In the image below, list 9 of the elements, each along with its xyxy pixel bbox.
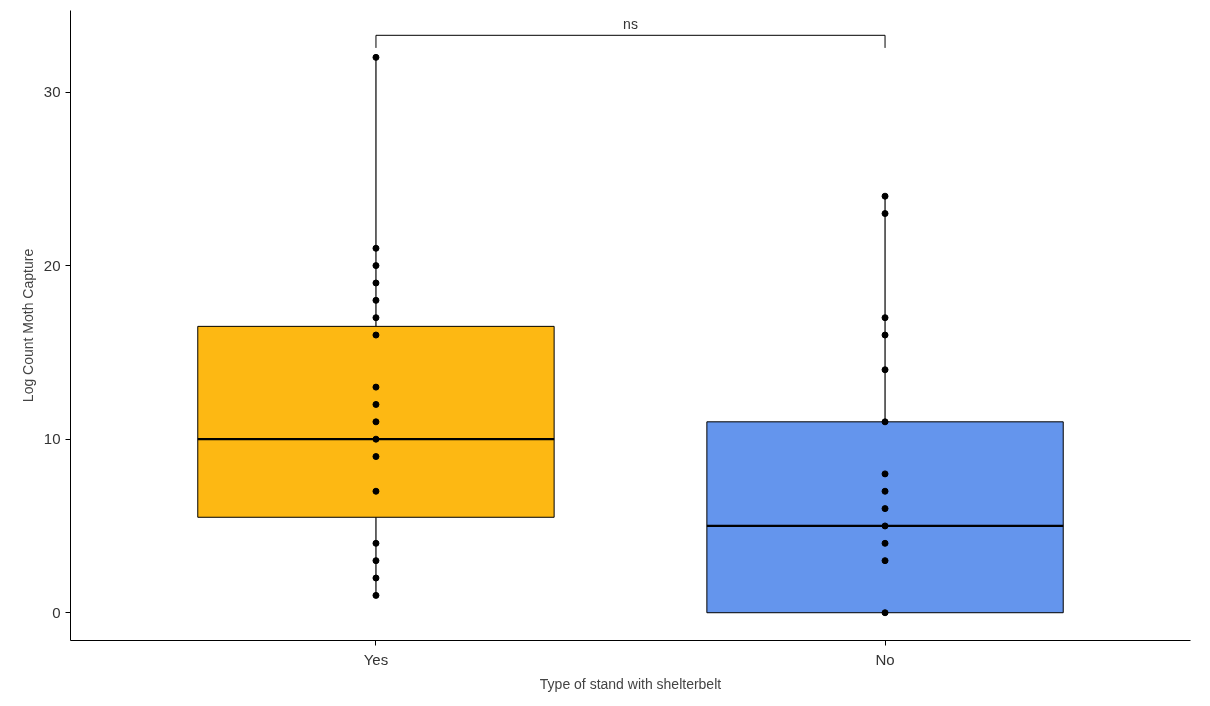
y-axis-title: Log Count Moth Capture bbox=[19, 248, 36, 403]
y-tick-label: 0 bbox=[52, 603, 61, 621]
annotation: ns bbox=[623, 16, 638, 33]
y-tick-label: 20 bbox=[43, 256, 61, 274]
y-tick-label: 10 bbox=[43, 430, 61, 448]
x-tick-label: No bbox=[875, 650, 895, 668]
x-axis-title: Type of stand with shelterbelt bbox=[539, 675, 722, 692]
x-tick-label: Yes bbox=[363, 650, 389, 668]
y-tick-label: 30 bbox=[43, 83, 61, 101]
